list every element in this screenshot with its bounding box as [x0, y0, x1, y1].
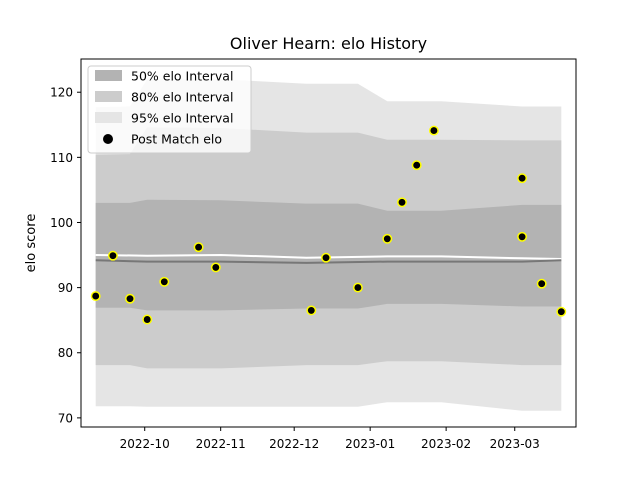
x-tick-label: 2022-12: [269, 437, 319, 451]
post-match-points: [90, 125, 567, 325]
y-tick-label: 100: [50, 216, 73, 230]
x-tick-label: 2023-03: [490, 437, 540, 451]
x-tick-label: 2022-11: [196, 437, 246, 451]
legend: 50% elo Interval 80% elo Interval 95% elo …: [87, 65, 252, 154]
data-point: [517, 173, 528, 184]
legend-marker: [103, 134, 113, 144]
y-axis-ticks: 70 80 90 100 110 120: [50, 86, 81, 425]
y-tick-label: 80: [58, 346, 73, 360]
data-point: [125, 293, 135, 304]
trend-line-1: [95, 259, 562, 264]
trend-line-0: [95, 253, 562, 260]
data-point: [193, 242, 204, 253]
data-point: [397, 197, 407, 208]
y-tick-label: 110: [50, 151, 73, 165]
legend-swatch: [95, 91, 122, 102]
x-axis-ticks: 2022-10 2022-11 2022-12 2023-01 2023-02 2023-…: [120, 427, 540, 451]
legend-label: 80% elo Interval: [131, 90, 233, 105]
data-point: [210, 262, 221, 273]
legend-label: 95% elo Interval: [131, 111, 233, 126]
y-axis-label: elo score: [24, 214, 39, 273]
interval-bands: [95, 79, 562, 411]
y-tick-label: 90: [58, 281, 73, 295]
data-point: [536, 278, 547, 289]
legend-swatch: [95, 70, 122, 81]
data-point: [556, 306, 567, 317]
plot-frame: [80, 58, 577, 428]
x-tick-label: 2023-01: [345, 437, 395, 451]
legend-label: 50% elo Interval: [131, 69, 233, 84]
y-tick-label: 70: [58, 411, 73, 425]
data-point: [159, 276, 170, 287]
x-tick-label: 2023-02: [421, 437, 471, 451]
x-tick-label: 2022-10: [120, 437, 170, 451]
data-point: [352, 282, 363, 293]
data-point: [411, 160, 422, 171]
data-point: [382, 233, 393, 244]
data-point: [517, 231, 528, 242]
legend-label: Post Match elo: [131, 132, 222, 147]
chart-title: Oliver Hearn: elo History: [230, 34, 427, 53]
data-point: [90, 291, 101, 302]
data-point: [428, 125, 439, 136]
legend-box: [87, 65, 252, 154]
y-tick-label: 120: [50, 86, 73, 100]
legend-swatch: [95, 112, 122, 123]
data-point: [142, 314, 153, 325]
data-point: [306, 305, 317, 316]
trend-lines: [95, 253, 562, 264]
data-point: [321, 252, 331, 263]
data-point: [107, 250, 118, 261]
